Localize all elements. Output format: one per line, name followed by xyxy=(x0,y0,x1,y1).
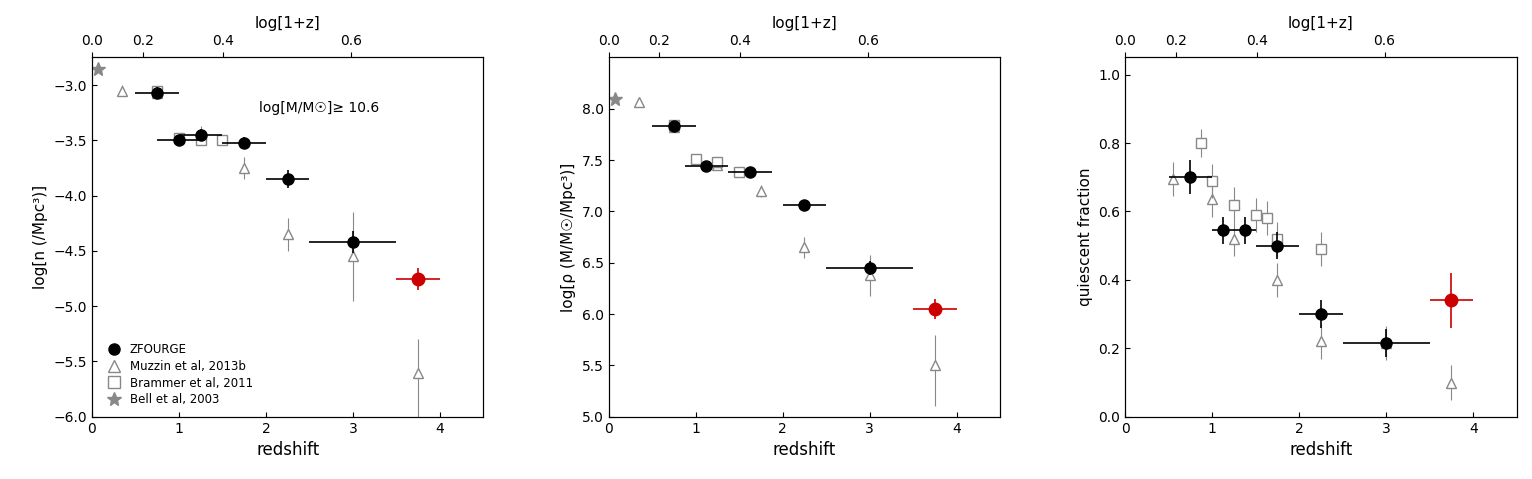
Y-axis label: log[ρ (M/M☉/Mpc³)]: log[ρ (M/M☉/Mpc³)] xyxy=(561,162,576,312)
X-axis label: log[1+z]: log[1+z] xyxy=(772,16,836,31)
Y-axis label: log[n (/Mpc³)]: log[n (/Mpc³)] xyxy=(32,185,47,289)
X-axis label: redshift: redshift xyxy=(1290,441,1353,459)
X-axis label: redshift: redshift xyxy=(256,441,319,459)
Text: log[M/M☉]≥ 10.6: log[M/M☉]≥ 10.6 xyxy=(259,101,378,114)
X-axis label: log[1+z]: log[1+z] xyxy=(254,16,320,31)
Legend: ZFOURGE, Muzzin et al, 2013b, Brammer et al, 2011, Bell et al, 2003: ZFOURGE, Muzzin et al, 2013b, Brammer et… xyxy=(98,339,257,411)
X-axis label: log[1+z]: log[1+z] xyxy=(1288,16,1354,31)
Y-axis label: quiescent fraction: quiescent fraction xyxy=(1079,168,1092,307)
X-axis label: redshift: redshift xyxy=(772,441,836,459)
